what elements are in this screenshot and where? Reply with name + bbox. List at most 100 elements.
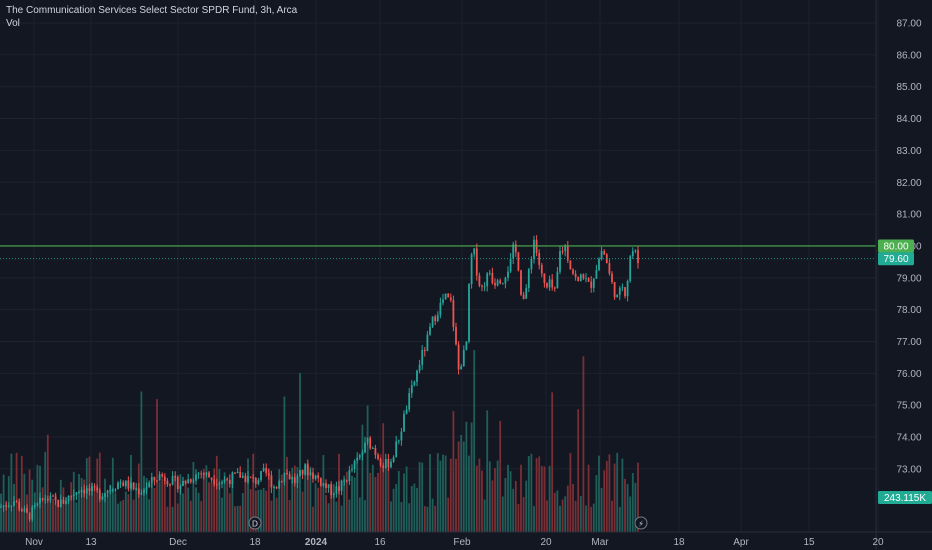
candle-body xyxy=(75,492,78,495)
volume-bar xyxy=(340,505,343,532)
candle-body xyxy=(611,273,613,282)
volume-bar xyxy=(304,463,307,532)
candle-body xyxy=(351,468,353,471)
candle-body xyxy=(36,503,39,506)
volume-bar xyxy=(161,478,164,532)
volume-bar xyxy=(416,487,418,532)
price-tick-label: 77.00 xyxy=(896,337,921,348)
volume-bar xyxy=(288,500,291,532)
volume-bar xyxy=(171,506,174,532)
volume-bar xyxy=(358,497,361,532)
volume-bar xyxy=(72,471,75,532)
candle-body xyxy=(501,283,504,285)
candle-body xyxy=(595,270,598,279)
candle-body xyxy=(434,316,437,322)
volume-bar xyxy=(241,493,244,532)
volume-bar xyxy=(629,496,632,532)
candle-body xyxy=(187,479,190,484)
volume-bar xyxy=(239,505,242,532)
candle-body xyxy=(377,454,379,459)
candle-body xyxy=(559,251,561,272)
volume-bar xyxy=(512,488,515,532)
volume-bar xyxy=(75,502,78,532)
candle-body xyxy=(379,458,382,466)
candle-body xyxy=(551,279,554,288)
volume-bar xyxy=(247,458,249,532)
volume-bar xyxy=(148,499,151,532)
volume-bar xyxy=(351,475,353,532)
volume-bar xyxy=(585,505,587,532)
candle-body xyxy=(130,482,132,489)
volume-bar xyxy=(423,506,426,532)
candle-body xyxy=(530,258,533,270)
volume-bar xyxy=(101,495,104,532)
volume-bar xyxy=(543,466,546,532)
volume-bar xyxy=(124,491,127,532)
volume-bar xyxy=(36,464,39,532)
volume-bar xyxy=(605,461,608,532)
event-marker-1[interactable] xyxy=(634,516,648,530)
volume-bar xyxy=(119,501,122,532)
candle-body xyxy=(169,484,171,486)
volume-bar xyxy=(377,472,379,532)
candle-body xyxy=(163,476,166,481)
price-lines xyxy=(0,245,876,260)
candle-body xyxy=(59,499,62,507)
candle-body xyxy=(70,495,73,497)
volume-bar xyxy=(499,421,502,532)
candle-body xyxy=(119,482,122,484)
candle-body xyxy=(509,258,512,272)
volume-bar xyxy=(481,470,483,532)
candle-body xyxy=(444,293,447,300)
volume-bar xyxy=(577,409,580,532)
volume-bar xyxy=(592,503,595,532)
candle-body xyxy=(101,496,104,500)
volume-bar xyxy=(226,478,229,532)
price-tick-label: 83.00 xyxy=(896,146,921,157)
time-axis[interactable]: Nov 13 Dec 18 2024 16 Feb 20 Mar 18 Apr 15 20 xyxy=(0,531,932,548)
volume-bar xyxy=(322,455,325,532)
candle-body xyxy=(286,472,288,474)
price-tick-label: 85.00 xyxy=(896,82,921,93)
candle-body xyxy=(5,505,8,507)
candle-body xyxy=(247,476,249,483)
time-tick-label: 15 xyxy=(803,537,815,548)
candle-body xyxy=(257,480,260,484)
volume-bar xyxy=(405,466,408,532)
candle-body xyxy=(124,480,127,487)
volume-bar xyxy=(387,467,390,532)
candle-body xyxy=(512,244,515,259)
candle-body xyxy=(98,490,101,500)
volume-bar xyxy=(559,505,561,532)
candle-body xyxy=(254,477,257,484)
candle-body xyxy=(514,244,517,253)
candle-body xyxy=(20,509,23,512)
candle-body xyxy=(13,501,15,506)
volume-bar xyxy=(210,482,213,532)
volume-bar xyxy=(228,493,231,532)
volume-bar xyxy=(452,410,455,532)
candle-body xyxy=(184,480,187,484)
candle-body xyxy=(0,506,2,508)
volume-bar xyxy=(444,455,447,532)
candle-body xyxy=(179,486,182,490)
price-axis[interactable]: 87.00 86.00 85.00 84.00 83.00 82.00 81.00 80.00… xyxy=(875,0,932,550)
candle-body xyxy=(174,476,177,478)
volume-bar xyxy=(397,470,400,532)
candle-body xyxy=(369,437,372,449)
volume-bar xyxy=(579,495,582,532)
volume-bar xyxy=(286,456,288,532)
volume-bar xyxy=(106,494,109,532)
candle-body xyxy=(132,482,135,490)
volume-bar xyxy=(0,493,2,532)
event-marker-0[interactable] xyxy=(248,516,262,530)
candle-body xyxy=(358,455,361,458)
volume-bar xyxy=(130,454,132,532)
volume-bar xyxy=(189,500,192,532)
volume-bar xyxy=(33,492,36,532)
candle-body xyxy=(306,464,309,476)
price-tick-label: 74.00 xyxy=(896,433,921,444)
volume-bar xyxy=(249,489,252,532)
price-tick-label: 76.00 xyxy=(896,369,921,380)
